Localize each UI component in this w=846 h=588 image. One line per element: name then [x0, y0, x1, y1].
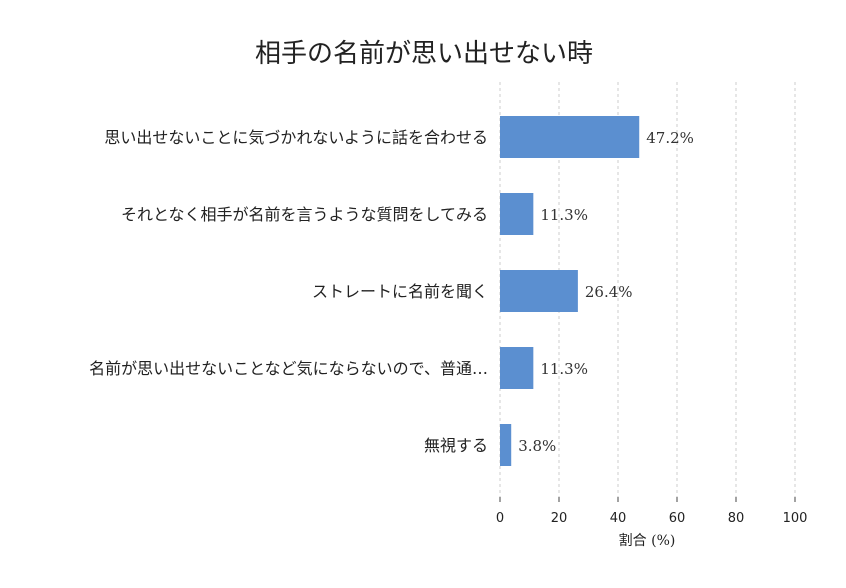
category-label: それとなく相手が名前を言うような質問をしてみる	[121, 205, 488, 224]
bar	[500, 193, 534, 235]
bar	[500, 347, 534, 389]
category-labels: 思い出せないことに気づかれないように話を合わせるそれとなく相手が名前を言うような…	[89, 128, 488, 455]
chart-title: 相手の名前が思い出せない時	[255, 39, 593, 69]
bar	[500, 116, 640, 158]
x-tick-label: 20	[551, 511, 568, 526]
category-label: 思い出せないことに気づかれないように話を合わせる	[104, 128, 488, 147]
value-label: 11.3%	[540, 360, 588, 378]
bar	[500, 270, 578, 312]
x-tick-label: 0	[496, 511, 504, 526]
category-label: ストレートに名前を聞く	[312, 282, 488, 301]
value-label: 26.4%	[585, 283, 633, 301]
x-tick-label: 80	[728, 511, 745, 526]
bar	[500, 424, 512, 466]
value-labels: 47.2% 11.3% 26.4% 11.3% 3.8%	[518, 129, 694, 455]
x-axis-title: 割合 (%)	[619, 532, 676, 549]
value-label: 3.8%	[518, 437, 556, 455]
category-label: 名前が思い出せないことなど気にならないので、普通…	[89, 359, 488, 378]
x-tick-label: 60	[669, 511, 686, 526]
value-label: 11.3%	[540, 206, 588, 224]
bars	[500, 116, 640, 466]
x-tick-label: 40	[610, 511, 627, 526]
category-label: 無視する	[424, 436, 488, 455]
x-tick-label: 100	[783, 511, 808, 526]
value-label: 47.2%	[646, 129, 694, 147]
x-axis-ticks: 0 20 40 60 80 100	[496, 497, 808, 526]
